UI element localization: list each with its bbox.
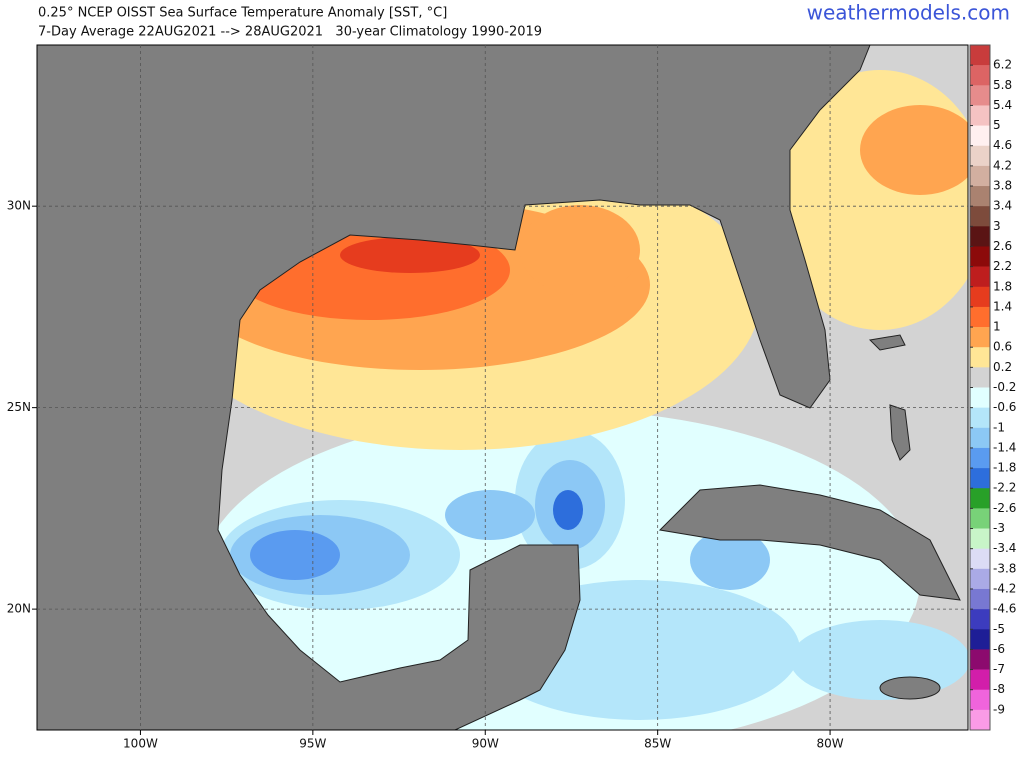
colorbar-bin [970,286,990,308]
colorbar-bin [970,649,990,670]
colorbar-label: -0.6 [993,400,1016,414]
anomaly-area [690,530,770,590]
colorbar-label: 5.8 [993,78,1012,92]
y-tick-label: 30N [7,199,31,213]
colorbar-label: -4.6 [993,602,1016,616]
anomaly-area [340,237,480,273]
anomaly-area [860,105,968,195]
colorbar-label: 3.4 [993,199,1012,213]
x-tick-label: 80W [817,737,844,751]
y-tick-label: 20N [7,602,31,616]
colorbar-label: 0.2 [993,360,1012,374]
colorbar-bin [970,689,990,711]
colorbar-label: -2.2 [993,481,1016,495]
colorbar-bin [970,165,990,187]
colorbar-bin [970,468,990,489]
subtitle: 7-Day Average 22AUG2021 --> 28AUG2021 30… [38,25,542,40]
colorbar-label: -3.8 [993,561,1016,575]
colorbar-label: -5 [993,622,1005,636]
colorbar-label: 5.4 [993,98,1012,112]
colorbar-label: 3.8 [993,179,1012,193]
colorbar-label: -3.4 [993,541,1016,555]
colorbar-label: -1.8 [993,461,1016,475]
colorbar-bin [970,407,990,429]
colorbar-bin [970,367,990,388]
colorbar-bin [970,588,990,610]
x-tick-label: 90W [472,737,499,751]
colorbar-bin [970,427,990,449]
colorbar-bin [970,226,990,247]
anomaly-area [553,490,583,530]
colorbar-bin [970,568,990,590]
colorbar-bin [970,669,990,691]
cuba [658,484,961,601]
colorbar-bin [970,266,990,288]
colorbar-bin [970,125,990,147]
land [37,45,871,730]
colorbar-bin [970,528,990,549]
colorbar-bin [970,347,990,368]
colorbar-bin [970,548,990,570]
colorbar-label: -6 [993,642,1005,656]
bahamas [868,334,906,351]
colorbar-label: -1 [993,420,1005,434]
colorbar-bin [970,105,990,126]
colorbar-label: -9 [993,702,1005,716]
colorbar-label: -4.2 [993,581,1016,595]
bahamas [889,404,911,461]
colorbar-bin [970,186,990,207]
colorbar-label: -8 [993,682,1005,696]
colorbar-bin [970,709,990,731]
colorbar-bin [970,327,990,348]
colorbar-label: 0.6 [993,340,1012,354]
colorbar-bin [970,609,990,630]
colorbar-bin [970,629,990,650]
colorbar-label: 2.6 [993,239,1012,253]
colorbar-label: 1 [993,320,1001,334]
jamaica [879,676,941,700]
colorbar-label: 6.2 [993,58,1012,72]
map-frame [36,44,969,731]
source[interactable]: weathermodels.com [807,1,1010,25]
colorbar-bin [970,45,990,66]
title: 0.25° NCEP OISST Sea Surface Temperature… [38,6,447,21]
colorbar-label: 1.8 [993,279,1012,293]
colorbar-bin [970,306,990,328]
colorbar-label: 5 [993,118,1001,132]
colorbar-bin [970,206,990,227]
colorbar-bin [970,65,990,86]
colorbar-bin [970,85,990,106]
colorbar-label: -3 [993,521,1005,535]
map [37,45,968,730]
colorbar-label: 4.6 [993,138,1012,152]
colorbar-label: -7 [993,662,1005,676]
colorbar-label: -1.4 [993,440,1016,454]
x-tick-label: 85W [644,737,671,751]
colorbar-bin [970,246,990,267]
colorbar-label: 3 [993,219,1001,233]
x-tick-label: 95W [299,737,326,751]
colorbar-bin [970,387,990,408]
colorbar-label: 2.2 [993,259,1012,273]
colorbar-label: 4.2 [993,158,1012,172]
colorbar-bin [970,447,990,469]
anomaly-area [250,530,340,580]
x-tick-label: 100W [123,737,158,751]
y-tick-label: 25N [7,400,31,414]
colorbar-bin [970,488,990,509]
colorbar-label: -2.6 [993,501,1016,515]
colorbar-label: 1.4 [993,299,1012,313]
anomaly-area [520,205,640,295]
anomaly-area [445,490,535,540]
colorbar-label: -0.2 [993,380,1016,394]
colorbar-bin [970,145,990,167]
colorbar-bin [970,508,990,529]
